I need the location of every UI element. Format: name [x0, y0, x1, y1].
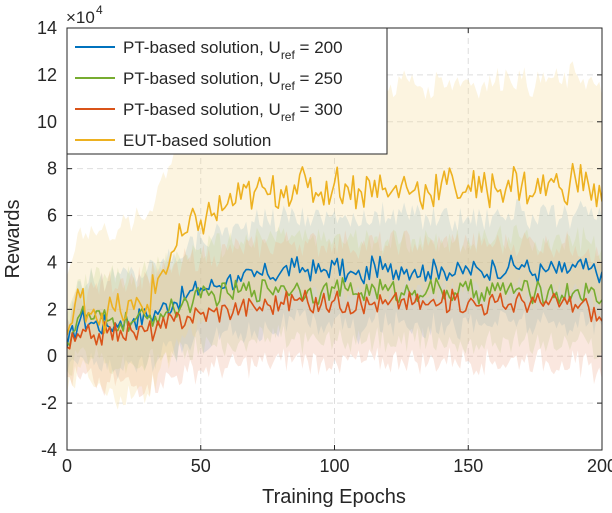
- y-tick-label: -4: [41, 440, 57, 460]
- y-tick-label: 6: [47, 206, 57, 226]
- legend-label: PT-based solution, Uref = 300: [123, 100, 343, 124]
- y-tick-label: 8: [47, 159, 57, 179]
- legend: PT-based solution, Uref = 200 PT-based so…: [66, 27, 388, 155]
- y-tick-label: 4: [47, 252, 57, 272]
- y-tick-label: 2: [47, 299, 57, 319]
- y-axis-multiplier: ×10 4: [66, 3, 103, 27]
- axis-ticks: 0 50 100 150 200 -4 -2 0 2 4 6 8 10 12 14: [37, 18, 612, 476]
- y-tick-label: 10: [37, 112, 57, 132]
- series-lines: [67, 162, 602, 350]
- legend-box: [66, 27, 388, 155]
- series-line: [67, 288, 602, 350]
- y-multiplier-exponent: 4: [96, 3, 103, 17]
- legend-label: PT-based solution, Uref = 250: [123, 69, 343, 93]
- y-tick-label: 12: [37, 65, 57, 85]
- y-multiplier-base: ×10: [66, 8, 95, 27]
- x-tick-label: 150: [453, 456, 483, 476]
- x-tick-label: 50: [191, 456, 211, 476]
- confidence-band: [67, 230, 602, 398]
- x-axis-title: Training Epochs: [262, 486, 406, 508]
- y-tick-label: 0: [47, 346, 57, 366]
- legend-label: PT-based solution, Uref = 200: [123, 38, 343, 62]
- y-axis-title: Rewards: [2, 200, 24, 279]
- series-line: [67, 277, 602, 347]
- legend-label: EUT-based solution: [123, 131, 271, 150]
- x-tick-label: 0: [62, 456, 72, 476]
- y-tick-label: 14: [37, 18, 57, 38]
- series-line: [67, 162, 602, 336]
- x-tick-label: 100: [319, 456, 349, 476]
- y-tick-label: -2: [41, 393, 57, 413]
- series-line: [67, 254, 602, 347]
- x-tick-label: 200: [587, 456, 612, 476]
